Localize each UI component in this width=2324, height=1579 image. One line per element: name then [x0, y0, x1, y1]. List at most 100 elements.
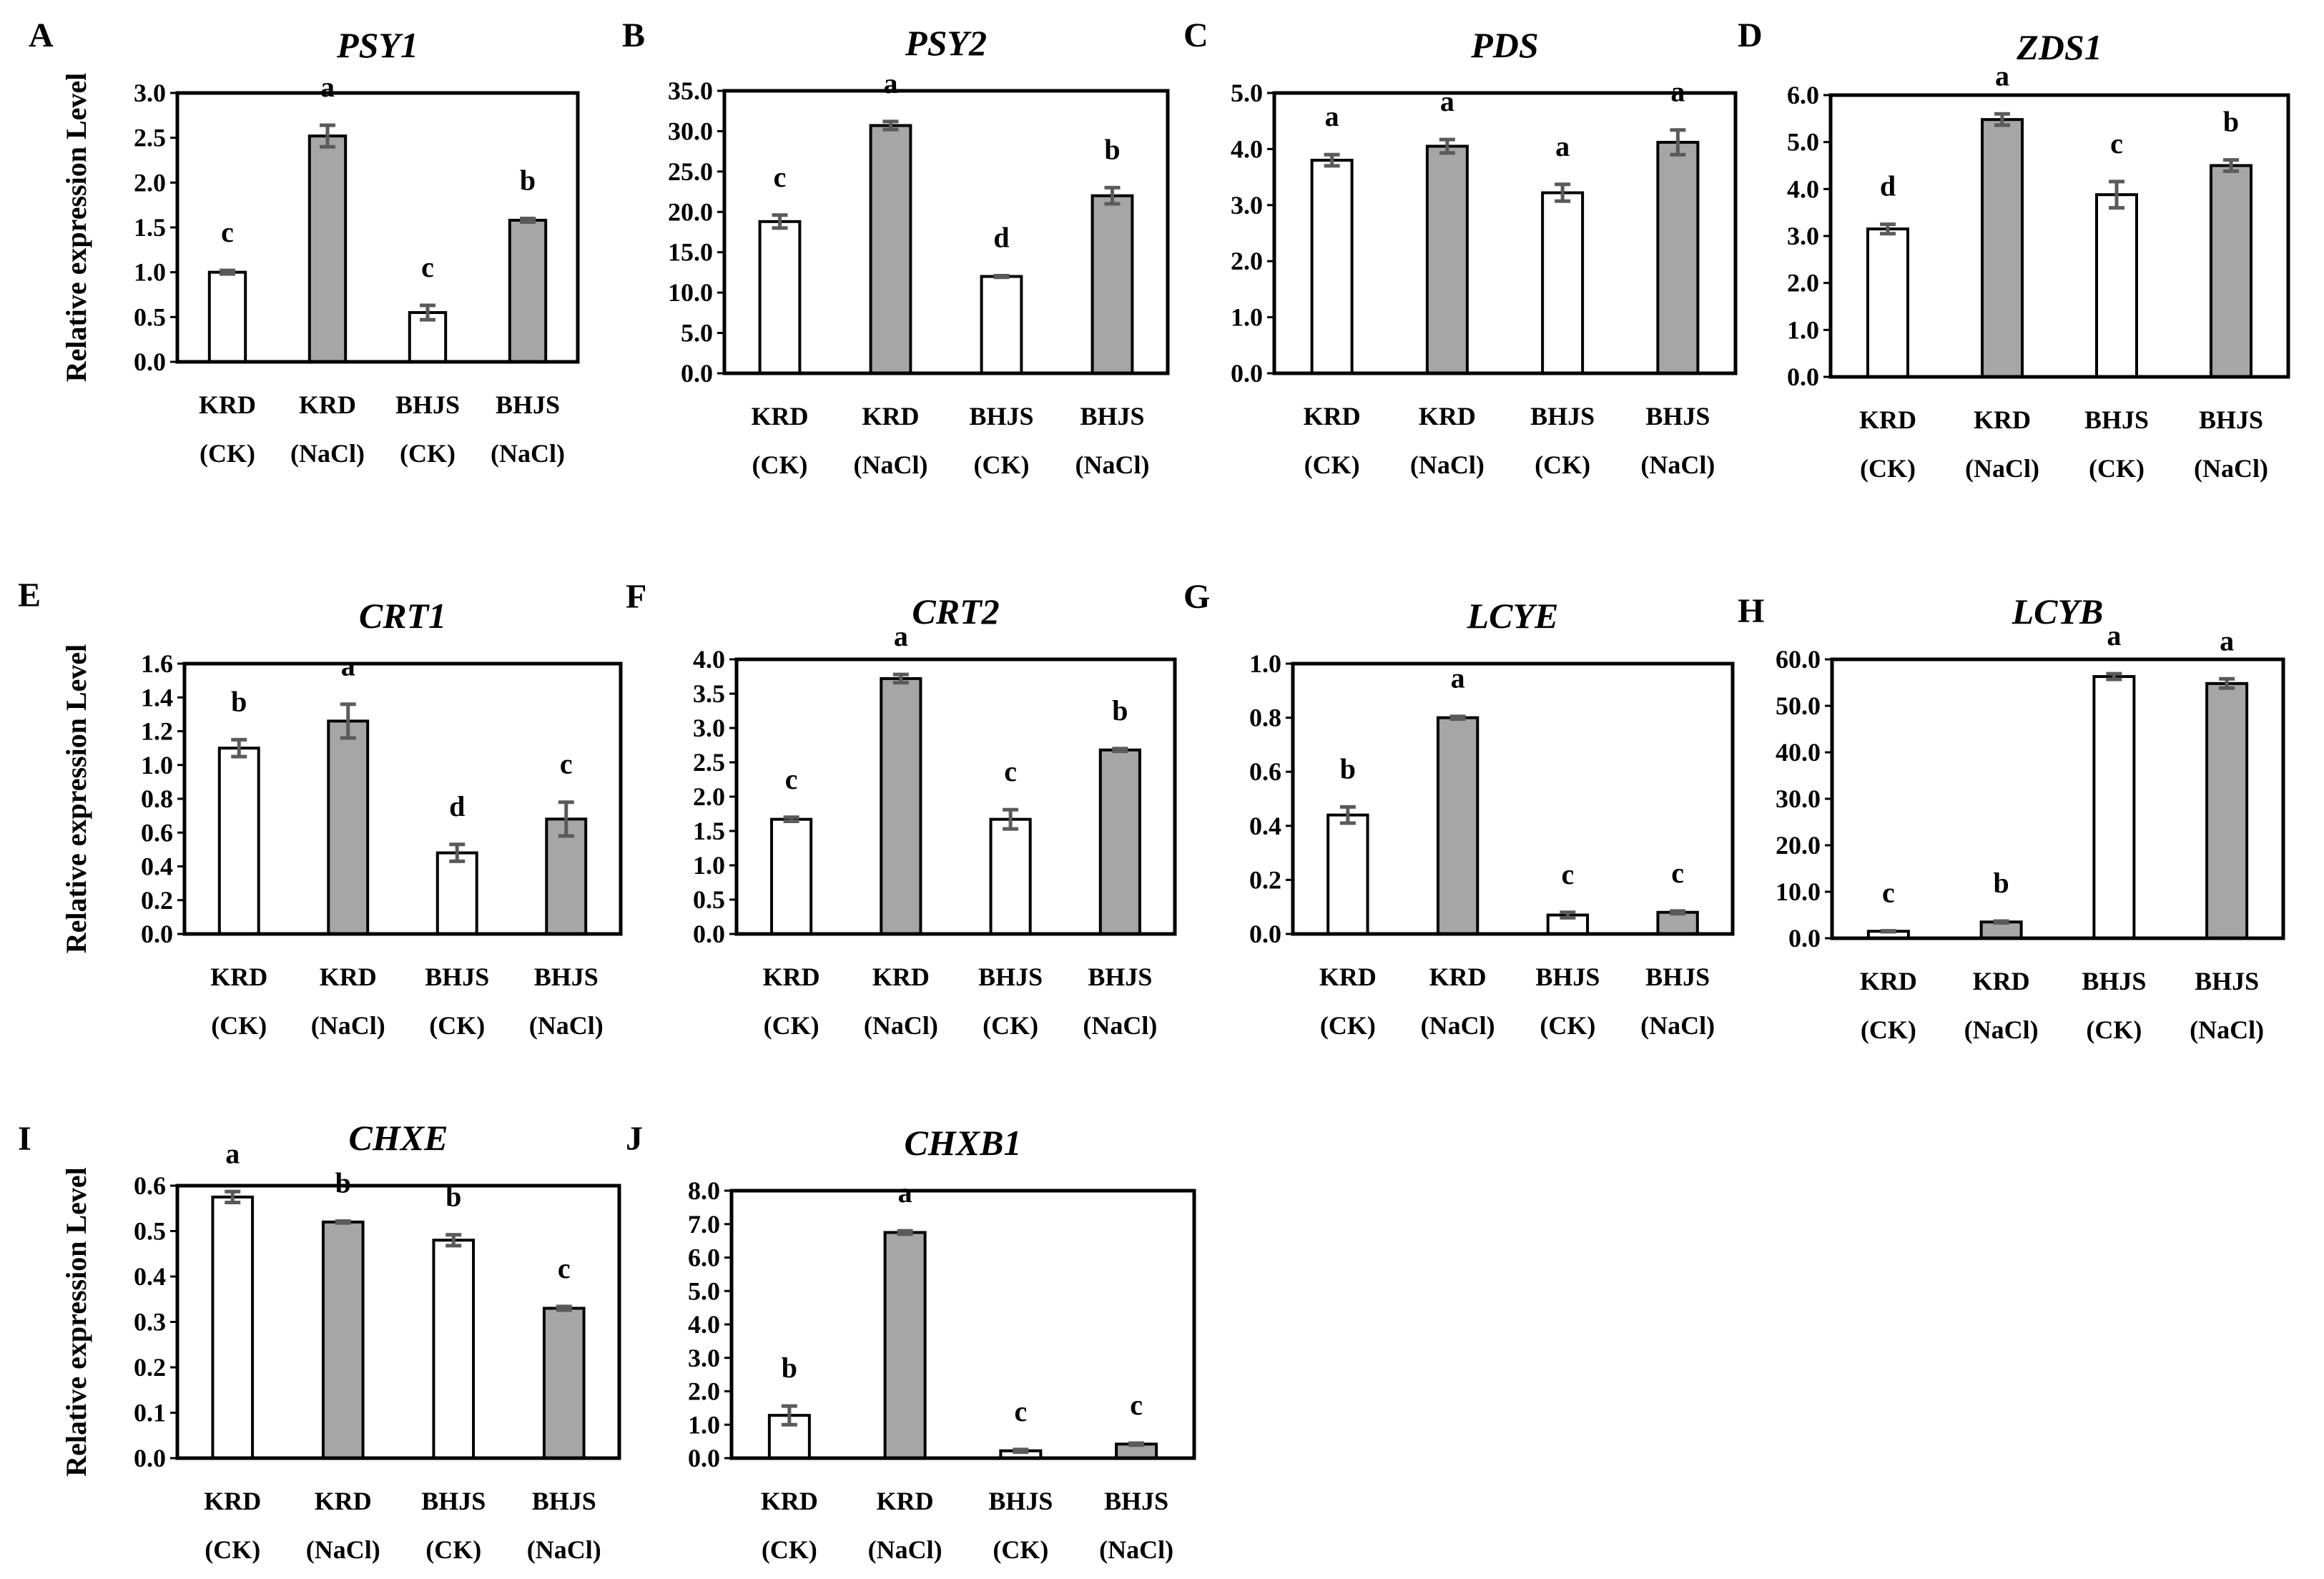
category-label: KRD: [204, 1487, 261, 1515]
category-label: KRD: [877, 1487, 934, 1515]
panel-letter: E: [18, 576, 41, 614]
gene-title: ZDS1: [2016, 27, 2102, 67]
significance-letter: a: [225, 1137, 240, 1169]
y-tick-label: 0.5: [134, 1217, 166, 1246]
significance-letter: a: [884, 67, 898, 99]
chart-panel-d: D ZDS1 0.0 1.0 2.0 3.0 4.0 5.0 6.0 d KRD (CK) a KRD (N…: [1738, 16, 2290, 483]
category-label: BHJS: [2195, 967, 2259, 995]
y-tick-label: 0.4: [1249, 812, 1281, 840]
y-tick-label: 0.0: [693, 920, 725, 948]
bar: [980, 275, 1023, 375]
y-tick-label: 4.0: [688, 1310, 720, 1339]
plot-frame: [1291, 661, 1735, 936]
bar: [2205, 682, 2249, 940]
gene-title: CHXE: [349, 1118, 448, 1158]
bar: [432, 1239, 476, 1460]
bar: [1425, 144, 1469, 375]
y-tick-label: 5.0: [1231, 79, 1263, 107]
chart-panel-a: A PSY1 Relative expression Level 0.0 0.5 1.0 1…: [29, 16, 580, 468]
category-label: KRD: [1419, 402, 1476, 431]
bar: [1656, 140, 1700, 375]
y-tick-label: 35.0: [668, 77, 713, 105]
y-tick-label: 0.2: [134, 1353, 166, 1382]
category-label: BHJS: [1645, 402, 1710, 431]
y-tick-label: 1.0: [141, 751, 173, 779]
y-tick-label: 1.6: [141, 649, 173, 678]
panel-letter: H: [1738, 592, 1764, 630]
y-tick-label: 10.0: [1776, 877, 1821, 906]
significance-letter: b: [782, 1352, 797, 1384]
category-label: BHJS: [1645, 963, 1710, 991]
chart-panel-i: I CHXE Relative expression Level 0.0 0.1 0.2 0…: [18, 1118, 621, 1564]
category-sublabel: (CK): [974, 451, 1030, 479]
y-tick-label: 0.4: [134, 1262, 166, 1291]
bar: [2095, 193, 2138, 379]
y-tick-label: 3.0: [134, 79, 166, 107]
y-tick-label: 7.0: [688, 1210, 720, 1239]
y-tick-label: 0.8: [1249, 704, 1281, 732]
category-label: KRD: [761, 1487, 818, 1515]
gene-title: CRT2: [912, 591, 999, 631]
bar: [880, 677, 922, 935]
significance-letter: c: [1561, 858, 1574, 890]
category-sublabel: (NaCl): [854, 451, 928, 479]
plot-frame: [182, 661, 623, 936]
bar: [1090, 194, 1134, 375]
category-label: KRD: [1319, 963, 1377, 991]
y-tick-label: 2.5: [693, 748, 725, 777]
chart-panel-b: B PSY2 0.0 5.0 10.0 15.0 20.0 25.0 30.0 35.0 c KRD (…: [622, 16, 1170, 479]
category-label: BHJS: [988, 1487, 1053, 1515]
chart-panel-e: E CRT1 Relative expression Level 0.0 0.2 0.4 0…: [18, 576, 623, 1040]
y-tick-label: 1.5: [693, 817, 725, 845]
significance-letter: a: [2220, 624, 2234, 656]
significance-letter: a: [1555, 130, 1570, 162]
category-label: KRD: [763, 963, 820, 991]
y-tick-label: 5.0: [688, 1277, 720, 1305]
y-tick-label: 4.0: [1787, 174, 1819, 203]
category-label: BHJS: [1104, 1487, 1168, 1515]
y-tick-label: 25.0: [668, 157, 713, 186]
category-sublabel: (CK): [1304, 451, 1360, 479]
bar: [1866, 227, 1909, 378]
y-tick-label: 1.0: [1231, 303, 1263, 332]
category-sublabel: (NaCl): [1640, 451, 1715, 479]
y-tick-label: 1.0: [688, 1410, 720, 1439]
significance-letter: c: [1130, 1389, 1143, 1421]
significance-letter: b: [445, 1181, 461, 1213]
significance-letter: b: [1112, 694, 1128, 727]
y-tick-label: 0.6: [134, 1171, 166, 1200]
significance-letter: b: [520, 164, 536, 196]
gene-title: CHXB1: [905, 1123, 1022, 1163]
category-sublabel: (CK): [200, 439, 255, 468]
category-sublabel: (CK): [1860, 454, 1916, 483]
significance-letter: c: [774, 161, 787, 193]
y-tick-label: 0.0: [1787, 363, 1819, 391]
significance-letter: b: [1994, 867, 2009, 899]
y-axis-label: Relative expression Level: [60, 1167, 92, 1477]
category-label: KRD: [315, 1487, 372, 1515]
significance-letter: b: [231, 685, 247, 717]
category-label: BHJS: [395, 390, 460, 419]
chart-panel-c: C PDS 0.0 1.0 2.0 3.0 4.0 5.0 a KRD (CK) a KRD (NaCl)…: [1183, 16, 1738, 479]
y-tick-label: 1.4: [141, 683, 173, 712]
gene-title: LCYB: [2012, 591, 2104, 631]
category-sublabel: (NaCl): [1410, 451, 1484, 479]
category-label: KRD: [199, 390, 256, 419]
y-tick-label: 2.0: [1231, 247, 1263, 275]
category-label: BHJS: [532, 1487, 596, 1515]
category-sublabel: (NaCl): [1965, 454, 2039, 483]
gene-title: CRT1: [359, 596, 446, 636]
y-tick-label: 5.0: [1787, 128, 1819, 157]
y-tick-label: 1.0: [134, 258, 166, 287]
y-tick-label: 0.0: [134, 348, 166, 376]
y-tick-label: 0.4: [141, 852, 173, 881]
y-tick-label: 0.0: [1249, 920, 1281, 948]
category-label: KRD: [1974, 405, 2031, 434]
category-sublabel: (NaCl): [1083, 1011, 1157, 1040]
category-label: KRD: [1973, 967, 2030, 995]
category-sublabel: (NaCl): [1964, 1015, 2039, 1044]
category-label: KRD: [210, 963, 267, 991]
category-sublabel: (CK): [211, 1011, 267, 1040]
panel-letter: B: [622, 16, 645, 54]
